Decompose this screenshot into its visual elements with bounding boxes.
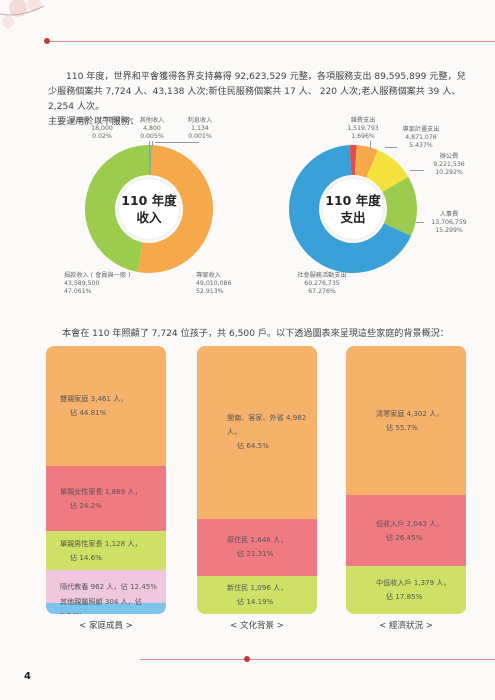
economic-status-caption: < 經濟狀況 >: [379, 621, 433, 631]
leader-line: [416, 222, 424, 223]
expense-donut-center: 110 年度 支出: [323, 179, 383, 239]
income-label-other: 其他收入 4,800 0.005%: [139, 117, 165, 140]
segment-percent: 佔 26.45%: [386, 532, 423, 542]
column-1-segment-2: 新住民 1,096 人， 佔 14.19%: [197, 575, 317, 614]
donut-expense-slice-1: [354, 145, 378, 178]
income-label-interest: 利息收入 1,134 0.001%: [187, 117, 213, 140]
income-label-membership: 入會費．常年會費收入 18,000 0.02%: [71, 117, 133, 140]
donut-expense-slice-3: [382, 176, 417, 236]
expense-label-project: 專案計畫支出 4,871,076 5.437%: [402, 126, 440, 149]
segment-label: 新住民 1,096 人，: [227, 582, 288, 592]
cultural-background-caption: < 文化背景 >: [230, 621, 284, 631]
segment-percent: 佔 17.85%: [386, 592, 423, 602]
leader-line: [370, 141, 371, 150]
segment-label: 閩南、客家、外省 4,982 人，: [227, 413, 307, 437]
expense-donut-chart: [289, 145, 417, 273]
intro-subtext: 主要運用於以下服務：: [48, 117, 139, 127]
footer-dot: [244, 656, 250, 662]
income-label-project: 專案收入 49,010,086 52.913%: [196, 272, 232, 295]
intro-text: 110 年度，世界和平會獲得各界支持募得 92,623,529 元整，各項服務支…: [48, 72, 466, 112]
page-number: 4: [24, 671, 31, 682]
cultural-background-column: 閩南、客家、外省 4,982 人， 佔 64.5% 原住民 1,646 人， 佔 21…: [197, 346, 317, 614]
footer-rule: [140, 659, 495, 660]
leader-line: [149, 141, 150, 146]
expense-label-social-service: 社會服務活動支出 60,276,735 67.276%: [297, 272, 347, 295]
segment-label: 其他親屬照顧 304 人，佔 3.94%: [60, 596, 142, 614]
segment-label: 隔代教養 962 人，佔 12.45%: [60, 581, 158, 591]
expense-center-year: 110 年度: [325, 193, 381, 208]
donut-expense-slice-4: [289, 145, 412, 273]
segment-label: 清寒家庭 4,302 人，: [376, 408, 444, 418]
column-1-segment-0: 閩南、客家、外省 4,982 人， 佔 64.5%: [197, 346, 317, 519]
column-0-segment-1: 單親女性家長 1,869 人， 佔 24.2%: [46, 466, 166, 531]
family-intro-text: 本會在 110 年照顧了 7,724 位孩子，共 6,500 戶。以下透過圖表來…: [62, 329, 449, 339]
column-2-segment-2: 中低收入戶 1,379 人， 佔 17.85%: [346, 566, 466, 614]
intro-paragraph: 110 年度，世界和平會獲得各界支持募得 92,623,529 元整，各項服務支…: [48, 70, 468, 130]
donut-income-slice-1: [85, 145, 150, 272]
donut-income-slice-2: [149, 145, 150, 176]
family-members-caption: < 家庭成員 >: [79, 621, 133, 631]
segment-percent: 佔 55.7%: [386, 422, 418, 432]
segment-label: 雙親家庭 3,461 人，: [60, 394, 128, 404]
income-donut-chart: [85, 145, 214, 273]
segment-percent: 佔 64.5%: [237, 441, 269, 451]
segment-label: 單親女性家長 1,869 人，: [60, 486, 142, 496]
segment-label: 單親男性家長 1,128 人，: [60, 538, 142, 548]
economic-status-column: 清寒家庭 4,302 人， 佔 55.7% 低收入戶 2,043 人， 佔 26.45…: [346, 346, 466, 614]
header-dot: [44, 38, 50, 44]
expense-label-misc: 雜費支出 1,519,793 1.696%: [347, 117, 379, 140]
segment-percent: 佔 24.2%: [70, 500, 102, 510]
column-0-segment-3: 隔代教養 962 人，佔 12.45%: [46, 570, 166, 604]
donut-income-slice-0: [137, 145, 214, 273]
column-2-segment-0: 清寒家庭 4,302 人， 佔 55.7%: [346, 346, 466, 496]
segment-label: 低收入戶 2,043 人，: [376, 518, 444, 528]
leader-line: [385, 147, 397, 148]
cherry-blossom-decoration: [0, 0, 45, 28]
column-2-segment-1: 低收入戶 2,043 人， 佔 26.45%: [346, 495, 466, 567]
expense-center-label: 支出: [340, 210, 366, 225]
segment-percent: 佔 21.31%: [237, 549, 274, 559]
income-donut-center: 110 年度 收入: [119, 179, 179, 239]
column-0-segment-2: 單親男性家長 1,128 人， 佔 14.6%: [46, 530, 166, 571]
header-rule: [46, 41, 495, 42]
segment-percent: 佔 14.6%: [70, 552, 102, 562]
leader-line: [410, 170, 424, 171]
donut-income-slice-3: [149, 145, 151, 176]
expense-label-office: 辦公費 9,221,536 10.292%: [433, 153, 465, 176]
leader-line: [155, 142, 199, 143]
income-center-year: 110 年度: [121, 193, 177, 208]
donut-expense-slice-0: [349, 145, 357, 176]
column-1-segment-1: 原住民 1,646 人， 佔 21.31%: [197, 518, 317, 576]
segment-label: 原住民 1,646 人，: [227, 535, 288, 545]
segment-label: 中低收入戶 1,379 人，: [376, 578, 451, 588]
leader-line: [152, 141, 153, 146]
donut-expense-slice-2: [366, 150, 409, 192]
donut-income-slice-4: [149, 145, 152, 176]
family-members-column: 雙親家庭 3,461 人， 佔 44.81% 單親女性家長 1,869 人， 佔 24…: [46, 346, 166, 614]
column-0-segment-4: 其他親屬照顧 304 人，佔 3.94%: [46, 597, 166, 614]
segment-percent: 佔 44.81%: [70, 408, 107, 418]
column-0-segment-0: 雙親家庭 3,461 人， 佔 44.81%: [46, 346, 166, 467]
income-center-label: 收入: [136, 210, 162, 225]
expense-label-personnel: 人事費 13,706,759 15.299%: [431, 211, 467, 234]
income-label-donations: 捐款收入 ( 會員與一般 ) 43,589,500 47.061%: [64, 272, 131, 295]
segment-percent: 佔 14.19%: [237, 596, 274, 606]
